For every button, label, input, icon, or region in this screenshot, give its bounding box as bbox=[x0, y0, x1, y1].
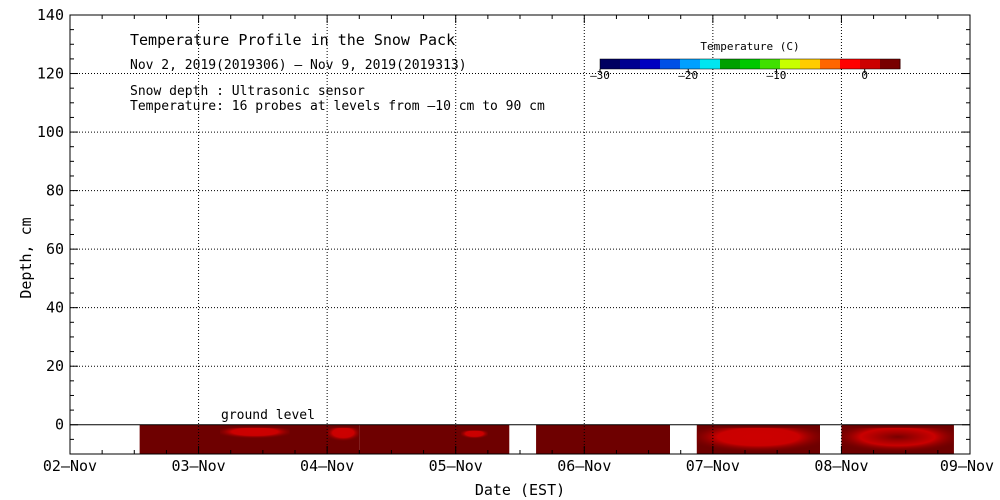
colorbar-swatch bbox=[860, 59, 881, 69]
ground-level-label: ground level bbox=[221, 408, 315, 423]
colorbar-swatch bbox=[680, 59, 701, 69]
y-tick-label: 120 bbox=[37, 65, 64, 83]
plot-background bbox=[70, 15, 970, 454]
data-segment-2 bbox=[536, 424, 670, 454]
chart-title: Temperature Profile in the Snow Pack bbox=[130, 31, 455, 49]
x-tick-label: 09–Nov bbox=[940, 457, 994, 475]
colorbar-frame bbox=[599, 58, 901, 70]
colorbar-swatch bbox=[640, 59, 661, 69]
temperature-heatmap bbox=[139, 424, 954, 454]
colorbar-swatch bbox=[840, 59, 861, 69]
axes: 0 20 40 60 80 100 120 140 02–Nov 03–Nov 04–Nov 05–N… bbox=[37, 6, 994, 475]
x-tick-label: 05–Nov bbox=[429, 457, 483, 475]
colorbar-swatch bbox=[740, 59, 761, 69]
colorbar-swatch bbox=[660, 59, 681, 69]
colorbar-title: Temperature (C) bbox=[700, 40, 799, 53]
colorbar-tick-label: –20 bbox=[678, 69, 698, 82]
x-axis-label: Date (EST) bbox=[475, 481, 565, 499]
colorbar-tick-label: –30 bbox=[590, 69, 610, 82]
colorbar-swatch bbox=[720, 59, 741, 69]
colorbar-tick-label: 0 bbox=[861, 69, 868, 82]
colorbar-swatch bbox=[620, 59, 641, 69]
x-tick-label: 04–Nov bbox=[300, 457, 354, 475]
y-tick-label: 60 bbox=[46, 240, 64, 258]
colorbar-swatch bbox=[600, 59, 621, 69]
note-temperature: Temperature: 16 probes at levels from –1… bbox=[130, 99, 545, 114]
chart-subtitle: Nov 2, 2019(2019306) – Nov 9, 2019(20193… bbox=[130, 58, 467, 73]
warm-patch-2 bbox=[461, 430, 488, 440]
y-axis-label: Depth, cm bbox=[17, 217, 35, 298]
y-tick-label: 80 bbox=[46, 182, 64, 200]
warm-patch-3 bbox=[696, 427, 820, 454]
annotations: Temperature Profile in the Snow Pack Nov… bbox=[17, 31, 800, 499]
x-tick-label: 07–Nov bbox=[686, 457, 740, 475]
x-tick-label: 02–Nov bbox=[43, 457, 97, 475]
y-tick-label: 0 bbox=[55, 416, 64, 434]
grid-lines bbox=[70, 15, 970, 454]
plot-area bbox=[70, 15, 970, 454]
colorbar-swatch bbox=[760, 59, 781, 69]
x-tick-label: 03–Nov bbox=[171, 457, 225, 475]
colorbar-swatch bbox=[780, 59, 801, 69]
y-tick-label: 140 bbox=[37, 6, 64, 24]
colorbar-swatch bbox=[800, 59, 821, 69]
colorbar-tick-label: –10 bbox=[767, 69, 787, 82]
y-tick-label: 100 bbox=[37, 123, 64, 141]
note-snow-depth: Snow depth : Ultrasonic sensor bbox=[130, 84, 365, 99]
warm-patch-1 bbox=[327, 427, 360, 443]
colorbar-swatch bbox=[880, 59, 901, 69]
warm-patch-0 bbox=[220, 427, 290, 440]
x-tick-label: 06–Nov bbox=[557, 457, 611, 475]
x-tick-label: 08–Nov bbox=[814, 457, 868, 475]
colorbar-swatch bbox=[820, 59, 841, 69]
y-tick-label: 20 bbox=[46, 357, 64, 375]
y-tick-label: 40 bbox=[46, 299, 64, 317]
colorbar: –30 –20 –10 0 bbox=[590, 58, 901, 82]
colorbar-swatch bbox=[700, 59, 721, 69]
warm-patch-4 bbox=[841, 427, 954, 454]
